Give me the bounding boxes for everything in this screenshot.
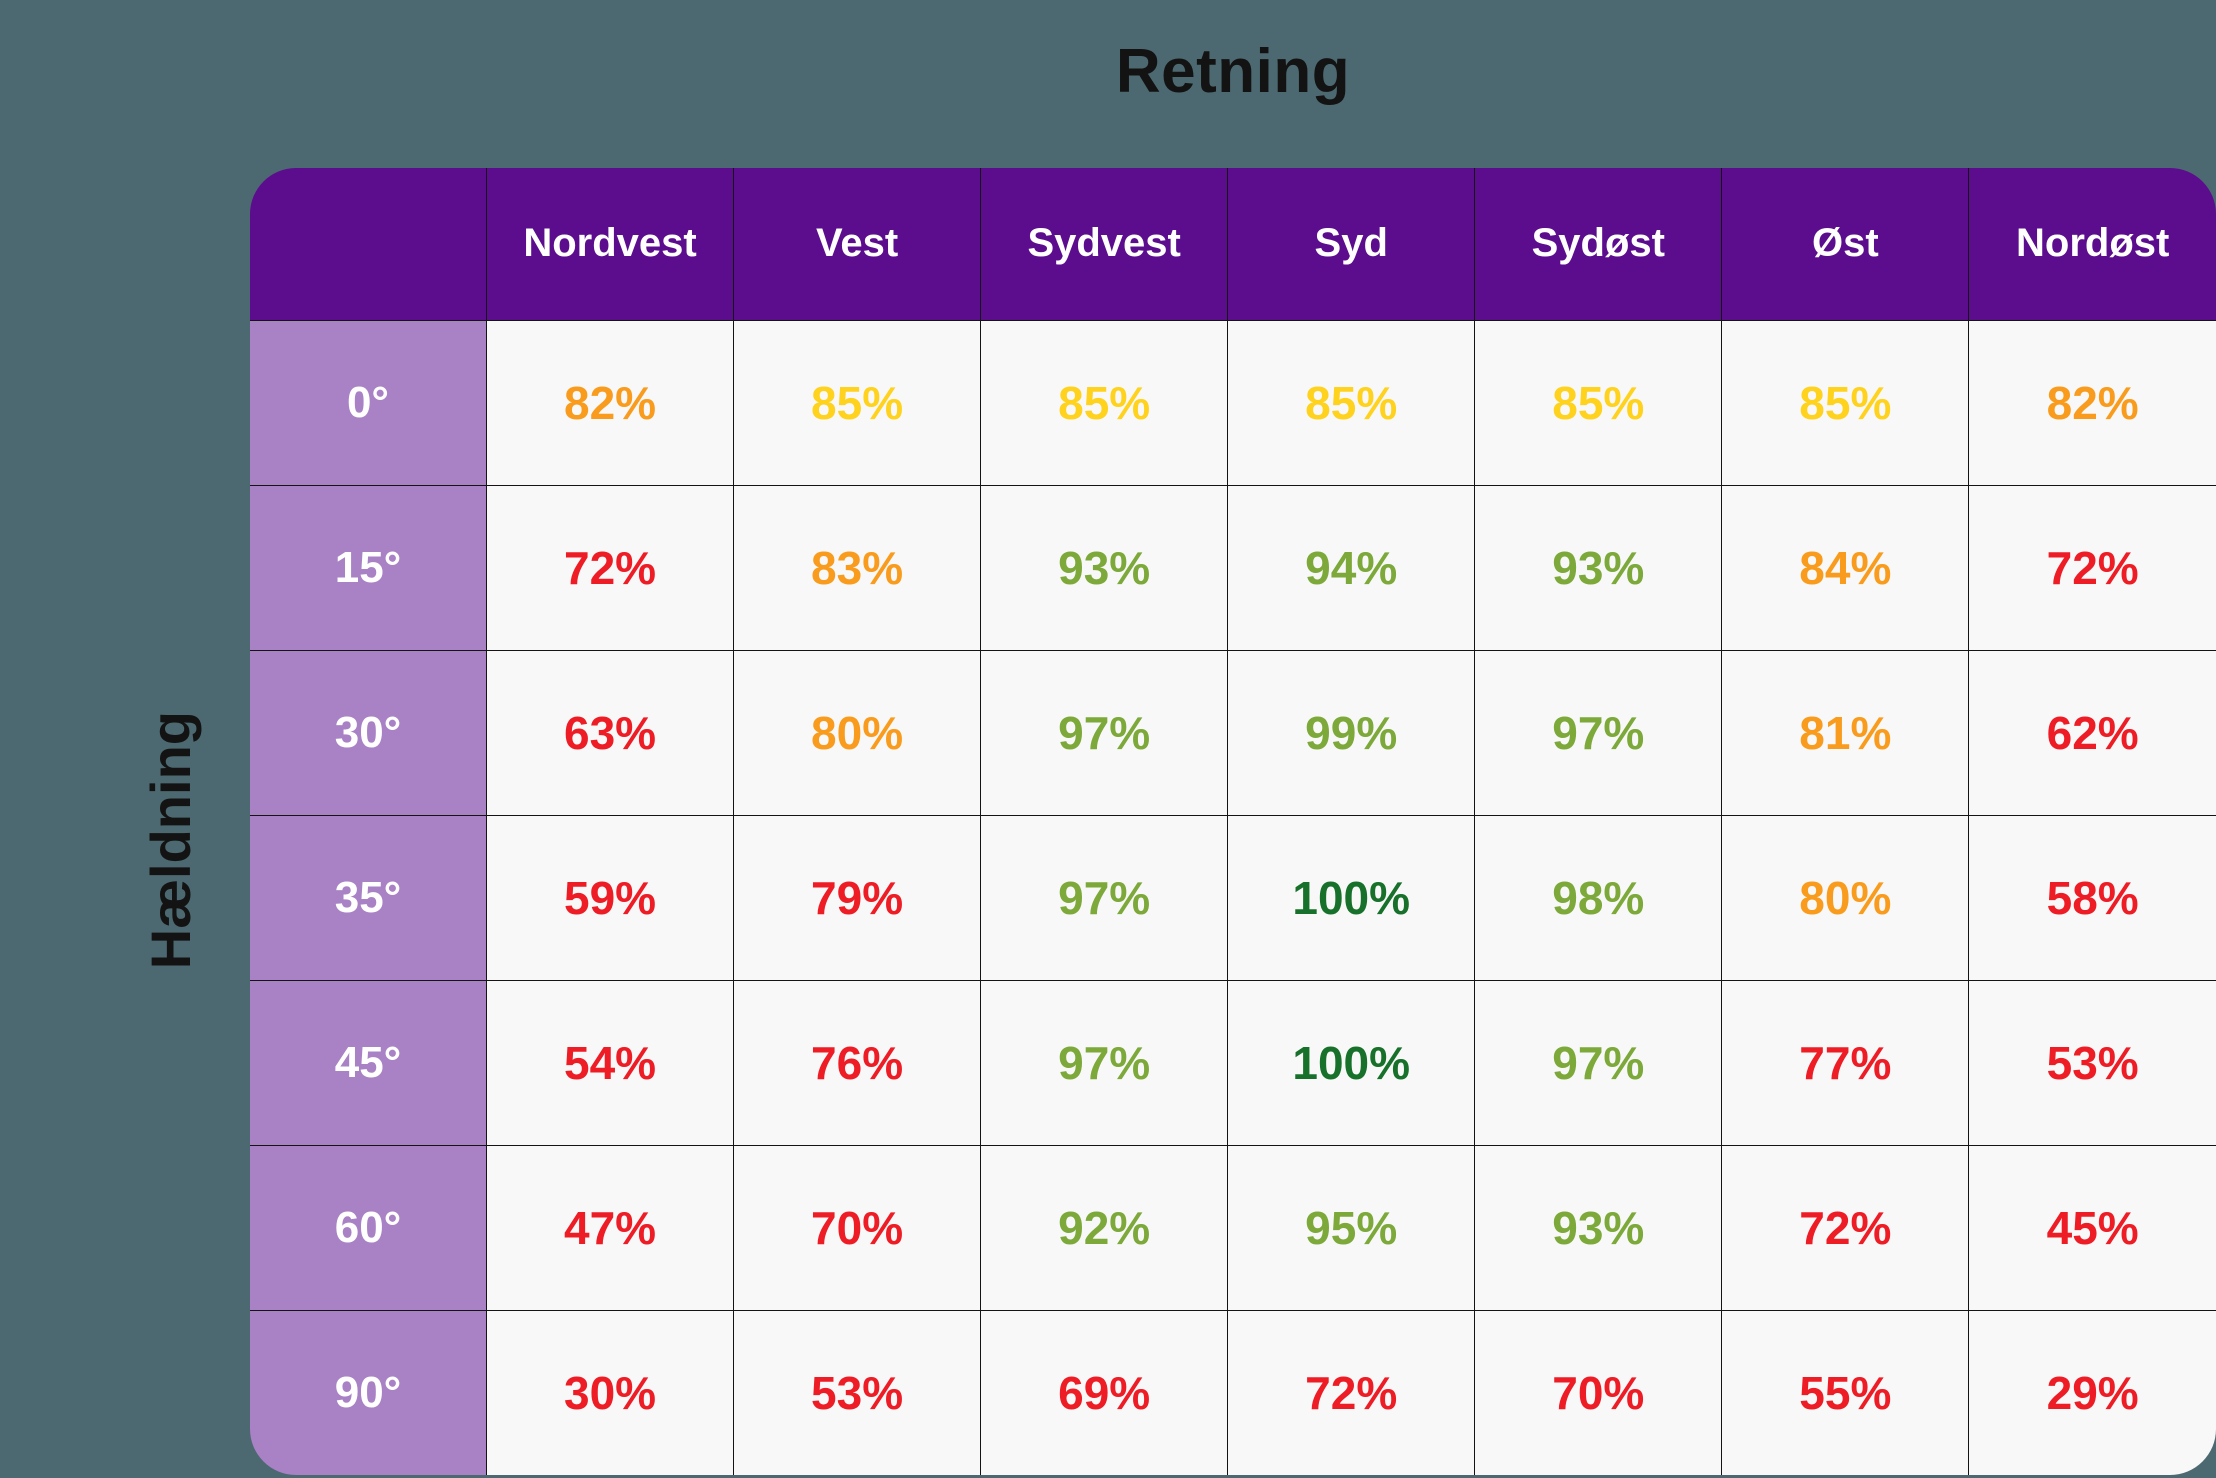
col-header-sydost: Sydøst — [1474, 168, 1723, 321]
table-body: 0° 82% 85% 85% 85% 85% 85% 82% 15° 72% 83% 93% 94% 93… — [250, 319, 2216, 1475]
cell-45deg-nordost: 53% — [1968, 979, 2216, 1146]
cell-90deg-nordost: 29% — [1968, 1309, 2216, 1475]
cell-0deg-sydvest: 85% — [980, 319, 1229, 486]
cell-15deg-vest: 83% — [733, 484, 982, 651]
cell-30deg-nordvest: 63% — [485, 649, 735, 816]
col-header-nordvest: Nordvest — [485, 168, 735, 321]
table-row-0deg: 0° 82% 85% 85% 85% 85% 85% 82% — [250, 319, 2216, 486]
cell-45deg-vest: 76% — [733, 979, 982, 1146]
cell-45deg-nordvest: 54% — [485, 979, 735, 1146]
row-axis-label: Hældning — [138, 710, 202, 970]
row-header-15deg: 15° — [250, 484, 487, 651]
page-title: Retning — [1115, 37, 1351, 106]
cell-45deg-ost: 77% — [1721, 979, 1970, 1146]
data-table: Nordvest Vest Sydvest Syd Sydøst Øst Nordøst 0… — [250, 168, 2216, 1475]
cell-60deg-syd: 95% — [1227, 1144, 1476, 1311]
cell-35deg-syd: 100% — [1227, 814, 1476, 981]
cell-35deg-sydvest: 97% — [980, 814, 1229, 981]
cell-35deg-nordost: 58% — [1968, 814, 2216, 981]
cell-15deg-nordost: 72% — [1968, 484, 2216, 651]
cell-60deg-sydost: 93% — [1474, 1144, 1723, 1311]
corner-cell — [250, 168, 487, 321]
table-row-90deg: 90° 30% 53% 69% 72% 70% 55% 29% — [250, 1309, 2216, 1475]
cell-15deg-syd: 94% — [1227, 484, 1476, 651]
col-header-ost: Øst — [1721, 168, 1970, 321]
table-row-35deg: 35° 59% 79% 97% 100% 98% 80% 58% — [250, 814, 2216, 981]
table-row-30deg: 30° 63% 80% 97% 99% 97% 81% 62% — [250, 649, 2216, 816]
row-header-35deg: 35° — [250, 814, 487, 981]
cell-30deg-sydost: 97% — [1474, 649, 1723, 816]
orientation-tilt-table: Nordvest Vest Sydvest Syd Sydøst Øst Nordøst 0… — [250, 168, 2216, 1475]
col-header-syd: Syd — [1227, 168, 1476, 321]
cell-30deg-vest: 80% — [733, 649, 982, 816]
cell-60deg-sydvest: 92% — [980, 1144, 1229, 1311]
header-row: Nordvest Vest Sydvest Syd Sydøst Øst Nordøst — [250, 168, 2216, 321]
cell-0deg-vest: 85% — [733, 319, 982, 486]
cell-60deg-nordost: 45% — [1968, 1144, 2216, 1311]
cell-90deg-vest: 53% — [733, 1309, 982, 1475]
cell-30deg-nordost: 62% — [1968, 649, 2216, 816]
row-header-60deg: 60° — [250, 1144, 487, 1311]
col-header-nordost: Nordøst — [1968, 168, 2216, 321]
table-row-60deg: 60° 47% 70% 92% 95% 93% 72% 45% — [250, 1144, 2216, 1311]
cell-35deg-vest: 79% — [733, 814, 982, 981]
cell-30deg-syd: 99% — [1227, 649, 1476, 816]
cell-35deg-ost: 80% — [1721, 814, 1970, 981]
row-header-45deg: 45° — [250, 979, 487, 1146]
cell-35deg-nordvest: 59% — [485, 814, 735, 981]
side-label-box: Hældning — [126, 300, 214, 1380]
table-row-15deg: 15° 72% 83% 93% 94% 93% 84% 72% — [250, 484, 2216, 651]
cell-60deg-ost: 72% — [1721, 1144, 1970, 1311]
cell-45deg-syd: 100% — [1227, 979, 1476, 1146]
row-header-0deg: 0° — [250, 319, 487, 486]
cell-60deg-vest: 70% — [733, 1144, 982, 1311]
cell-0deg-syd: 85% — [1227, 319, 1476, 486]
cell-90deg-ost: 55% — [1721, 1309, 1970, 1475]
table-row-45deg: 45° 54% 76% 97% 100% 97% 77% 53% — [250, 979, 2216, 1146]
row-header-30deg: 30° — [250, 649, 487, 816]
cell-0deg-sydost: 85% — [1474, 319, 1723, 486]
col-header-sydvest: Sydvest — [980, 168, 1229, 321]
row-header-90deg: 90° — [250, 1309, 487, 1475]
cell-30deg-sydvest: 97% — [980, 649, 1229, 816]
cell-15deg-nordvest: 72% — [485, 484, 735, 651]
cell-90deg-syd: 72% — [1227, 1309, 1476, 1475]
cell-45deg-sydost: 97% — [1474, 979, 1723, 1146]
cell-90deg-sydvest: 69% — [980, 1309, 1229, 1475]
cell-0deg-nordost: 82% — [1968, 319, 2216, 486]
cell-30deg-ost: 81% — [1721, 649, 1970, 816]
cell-0deg-ost: 85% — [1721, 319, 1970, 486]
cell-90deg-sydost: 70% — [1474, 1309, 1723, 1475]
cell-60deg-nordvest: 47% — [485, 1144, 735, 1311]
cell-35deg-sydost: 98% — [1474, 814, 1723, 981]
cell-15deg-ost: 84% — [1721, 484, 1970, 651]
col-header-vest: Vest — [733, 168, 982, 321]
cell-0deg-nordvest: 82% — [485, 319, 735, 486]
cell-15deg-sydvest: 93% — [980, 484, 1229, 651]
cell-45deg-sydvest: 97% — [980, 979, 1229, 1146]
cell-15deg-sydost: 93% — [1474, 484, 1723, 651]
cell-90deg-nordvest: 30% — [485, 1309, 735, 1475]
